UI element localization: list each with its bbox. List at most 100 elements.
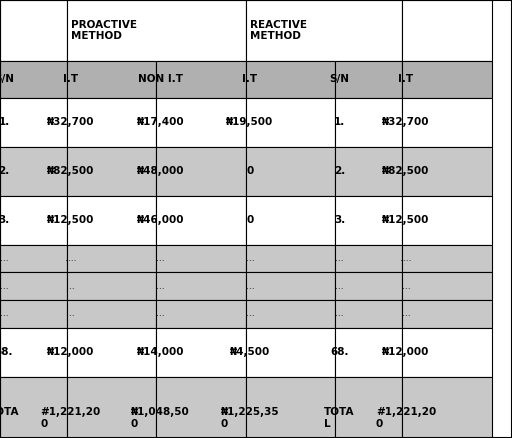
Text: ...: ...	[402, 282, 410, 291]
Text: ₦82,500: ₦82,500	[382, 166, 430, 176]
Text: ₦12,500: ₦12,500	[382, 215, 430, 225]
Text: ₦14,000: ₦14,000	[137, 347, 184, 357]
Bar	[335, 195, 402, 244]
Bar	[67, 61, 156, 98]
Bar	[156, 272, 246, 300]
Text: ...: ...	[156, 309, 164, 318]
Bar	[0, 98, 67, 147]
Bar	[0, 195, 67, 244]
Bar	[156, 61, 246, 98]
Text: ...: ...	[0, 282, 8, 291]
Text: 1.: 1.	[0, 117, 10, 127]
Text: I.T: I.T	[63, 74, 78, 85]
Text: REACTIVE
METHOD: REACTIVE METHOD	[250, 20, 307, 42]
Bar	[67, 377, 156, 438]
Text: ₦12,000: ₦12,000	[382, 347, 430, 357]
Text: PROACTIVE
METHOD: PROACTIVE METHOD	[71, 20, 137, 42]
Bar	[246, 300, 335, 328]
Bar	[335, 61, 402, 98]
Text: ...: ...	[156, 282, 164, 291]
Bar	[246, 328, 335, 377]
Text: 2.: 2.	[334, 166, 345, 176]
Bar	[335, 328, 402, 377]
Text: ...: ...	[402, 309, 410, 318]
Bar	[156, 300, 246, 328]
Bar	[402, 272, 492, 300]
Bar	[156, 147, 246, 195]
Bar	[335, 98, 402, 147]
Bar	[0, 377, 67, 438]
Bar	[402, 300, 492, 328]
Bar	[402, 147, 492, 195]
Bar	[402, 244, 492, 272]
Bar	[246, 377, 335, 438]
Text: 68.: 68.	[0, 347, 13, 357]
Text: ₦82,500: ₦82,500	[47, 166, 94, 176]
Text: ...: ...	[335, 309, 344, 318]
Bar	[67, 272, 156, 300]
Text: 68.: 68.	[330, 347, 349, 357]
Text: I.T: I.T	[398, 74, 414, 85]
Text: ...: ...	[246, 282, 254, 291]
Bar	[156, 195, 246, 244]
Text: ...: ...	[246, 309, 254, 318]
Bar	[246, 61, 335, 98]
Text: ...: ...	[67, 309, 75, 318]
Text: #1,221,20
0: #1,221,20 0	[376, 407, 436, 429]
Text: ....: ....	[400, 254, 412, 263]
Bar	[335, 272, 402, 300]
Text: ...: ...	[156, 254, 164, 263]
Text: I.T: I.T	[242, 74, 258, 85]
Bar	[156, 377, 246, 438]
Text: ₦12,500: ₦12,500	[47, 215, 94, 225]
Bar	[402, 0, 492, 61]
Text: ₦48,000: ₦48,000	[137, 166, 184, 176]
Text: ₦32,700: ₦32,700	[382, 117, 430, 127]
Text: ₦19,500: ₦19,500	[226, 117, 273, 127]
Text: ...: ...	[0, 309, 8, 318]
Bar	[67, 147, 156, 195]
Bar	[402, 98, 492, 147]
Bar	[0, 244, 67, 272]
Bar	[156, 328, 246, 377]
Bar	[246, 0, 402, 61]
Text: ₦46,000: ₦46,000	[137, 215, 184, 225]
Bar	[156, 244, 246, 272]
Text: S/N: S/N	[329, 74, 350, 85]
Text: #1,221,20
0: #1,221,20 0	[40, 407, 101, 429]
Bar	[0, 272, 67, 300]
Text: S/N: S/N	[0, 74, 14, 85]
Bar	[402, 61, 492, 98]
Text: ...: ...	[246, 254, 254, 263]
Text: ....: ....	[65, 254, 76, 263]
Text: ₦17,400: ₦17,400	[136, 117, 184, 127]
Text: ...: ...	[335, 282, 344, 291]
Bar	[335, 300, 402, 328]
Text: ₦32,700: ₦32,700	[47, 117, 94, 127]
Bar	[402, 377, 492, 438]
Text: NON I.T: NON I.T	[138, 74, 183, 85]
Bar	[0, 147, 67, 195]
Text: ₦4,500: ₦4,500	[230, 347, 270, 357]
Bar	[335, 377, 402, 438]
Text: ₦1,225,35
0: ₦1,225,35 0	[221, 407, 279, 429]
Text: 3.: 3.	[0, 215, 10, 225]
Text: ...: ...	[0, 254, 8, 263]
Text: ...: ...	[335, 254, 344, 263]
Text: ₦1,048,50
0: ₦1,048,50 0	[131, 407, 189, 429]
Bar	[67, 195, 156, 244]
Text: 0: 0	[246, 215, 253, 225]
Bar	[335, 244, 402, 272]
Bar	[67, 244, 156, 272]
Bar	[402, 195, 492, 244]
Bar	[156, 98, 246, 147]
Bar	[0, 61, 67, 98]
Bar	[0, 0, 67, 61]
Bar	[67, 0, 246, 61]
Bar	[246, 98, 335, 147]
Bar	[0, 300, 67, 328]
Text: 0: 0	[246, 166, 253, 176]
Bar	[67, 98, 156, 147]
Bar	[246, 147, 335, 195]
Bar	[246, 195, 335, 244]
